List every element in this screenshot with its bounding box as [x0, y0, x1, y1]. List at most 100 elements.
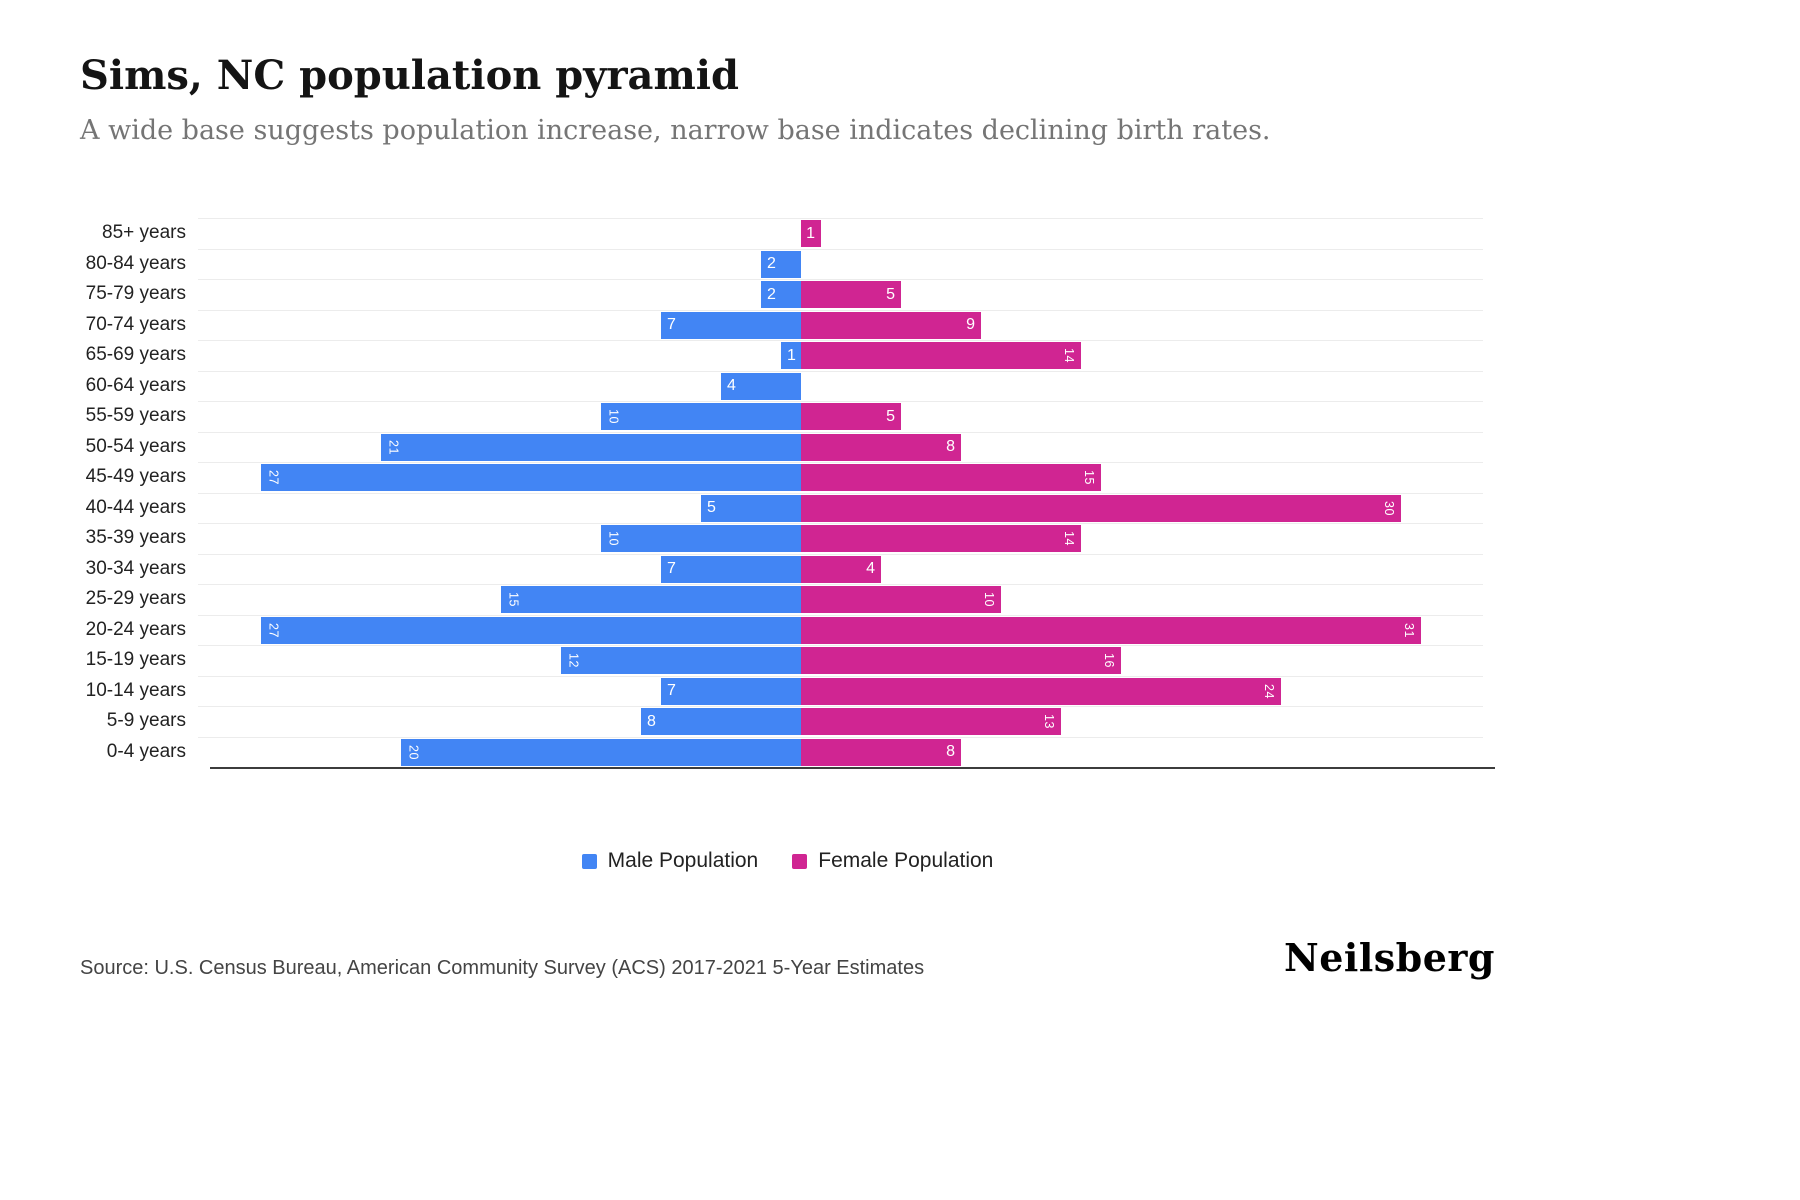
female-bar: 14 [801, 342, 1081, 370]
pyramid-row: 60-64 years 4 [80, 370, 1495, 402]
female-bar: 10 [801, 586, 1001, 614]
bar-value-label: 20 [406, 744, 421, 760]
female-side [801, 371, 1483, 402]
bar-value-label: 15 [1082, 470, 1096, 486]
bar-value-label: 4 [866, 560, 875, 578]
male-side: 2 [198, 249, 801, 280]
male-side: 21 [198, 432, 801, 463]
bar-value-label: 8 [946, 743, 955, 761]
age-group-label: 45-49 years [85, 466, 186, 488]
chart-subtitle: A wide base suggests population increase… [80, 115, 1271, 146]
age-group-label: 75-79 years [85, 283, 186, 305]
age-group-label: 70-74 years [85, 313, 186, 335]
female-side: 15 [801, 463, 1483, 494]
pyramid-row: 75-79 years 2 5 [80, 279, 1495, 310]
male-side: 10 [198, 524, 801, 555]
bar-value-label: 10 [606, 409, 621, 425]
plot-row: 4 [198, 370, 1483, 402]
age-group-label: 0-4 years [106, 740, 186, 762]
pyramid-row: 0-4 years 20 8 [80, 736, 1495, 768]
plot-row: 7 24 [198, 675, 1483, 707]
legend-item-female: Female Population [792, 849, 993, 873]
age-group-label: 85+ years [102, 222, 186, 244]
male-side: 2 [198, 280, 801, 311]
pyramid-row: 85+ years 1 [80, 218, 1495, 249]
male-bar: 8 [641, 708, 801, 736]
legend: Male Population Female Population [80, 849, 1495, 873]
bar-value-label: 27 [266, 622, 281, 638]
male-side: 20 [198, 737, 801, 768]
pyramid-row: 20-24 years 27 31 [80, 614, 1495, 646]
female-bar: 8 [801, 738, 961, 766]
plot-row: 10 14 [198, 523, 1483, 554]
age-group-label: 60-64 years [85, 374, 186, 396]
female-side [801, 249, 1483, 280]
female-side: 4 [801, 554, 1483, 585]
plot-row: 2 [198, 248, 1483, 280]
bar-value-label: 14 [1062, 348, 1076, 364]
female-side: 16 [801, 646, 1483, 677]
bar-value-label: 7 [667, 682, 676, 700]
male-side: 8 [198, 707, 801, 738]
legend-female-swatch [792, 853, 808, 869]
female-side: 14 [801, 341, 1483, 372]
age-group-label: 50-54 years [85, 435, 186, 457]
age-group-label: 80-84 years [85, 252, 186, 274]
male-bar: 2 [761, 281, 801, 309]
pyramid-row: 65-69 years 1 14 [80, 340, 1495, 371]
age-group-label: 10-14 years [85, 679, 186, 701]
x-axis-line [210, 767, 1495, 769]
female-bar: 15 [801, 464, 1101, 492]
bar-value-label: 1 [806, 224, 815, 242]
female-bar: 16 [801, 647, 1121, 675]
male-side: 7 [198, 554, 801, 585]
female-side: 14 [801, 524, 1483, 555]
brand-logo: Neilsberg [1283, 935, 1495, 980]
male-bar: 1 [781, 342, 801, 370]
legend-item-male: Male Population [581, 849, 758, 873]
plot-row: 10 5 [198, 401, 1483, 432]
female-side: 1 [801, 219, 1483, 250]
pyramid-row: 40-44 years 5 30 [80, 492, 1495, 524]
bar-value-label: 8 [946, 438, 955, 456]
plot-row: 15 10 [198, 584, 1483, 615]
male-side: 4 [198, 371, 801, 402]
chart-footer: Source: U.S. Census Bureau, American Com… [80, 935, 1495, 980]
pyramid-row: 25-29 years 15 10 [80, 584, 1495, 615]
bar-value-label: 1 [787, 346, 796, 364]
bar-value-label: 12 [566, 653, 581, 669]
bar-value-label: 10 [982, 592, 996, 608]
male-bar: 7 [661, 677, 801, 705]
female-side: 10 [801, 585, 1483, 616]
female-bar: 24 [801, 677, 1281, 705]
age-group-label: 15-19 years [85, 649, 186, 671]
age-group-label: 35-39 years [85, 527, 186, 549]
female-bar: 9 [801, 311, 981, 339]
male-side [198, 219, 801, 250]
bar-value-label: 30 [1382, 500, 1396, 516]
legend-male-swatch [581, 853, 597, 869]
pyramid-row: 45-49 years 27 15 [80, 462, 1495, 493]
plot-row: 27 15 [198, 462, 1483, 493]
female-bar: 5 [801, 281, 901, 309]
bar-value-label: 24 [1262, 683, 1276, 699]
male-bar: 21 [381, 433, 801, 461]
female-side: 30 [801, 493, 1483, 524]
age-group-label: 25-29 years [85, 588, 186, 610]
male-bar: 27 [261, 464, 801, 492]
male-side: 1 [198, 341, 801, 372]
plot-row: 21 8 [198, 431, 1483, 463]
age-group-label: 40-44 years [85, 496, 186, 518]
age-group-label: 55-59 years [85, 405, 186, 427]
source-text: Source: U.S. Census Bureau, American Com… [80, 957, 925, 979]
chart-title: Sims, NC population pyramid [80, 52, 739, 99]
bar-value-label: 7 [667, 560, 676, 578]
female-side: 5 [801, 280, 1483, 311]
bar-value-label: 27 [266, 470, 281, 486]
female-side: 8 [801, 737, 1483, 768]
bar-value-label: 16 [1102, 653, 1116, 669]
plot-row: 12 16 [198, 645, 1483, 676]
plot-row: 27 31 [198, 614, 1483, 646]
pyramid-row: 15-19 years 12 16 [80, 645, 1495, 676]
